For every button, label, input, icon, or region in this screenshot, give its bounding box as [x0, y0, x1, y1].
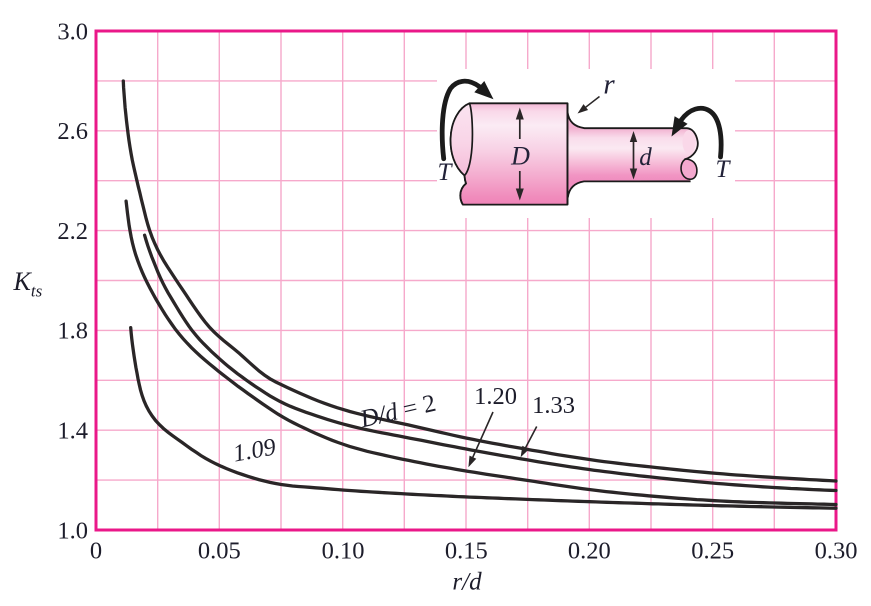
svg-text:T: T	[716, 156, 732, 183]
svg-text:1.33: 1.33	[532, 392, 575, 419]
svg-text:0.10: 0.10	[322, 538, 365, 565]
svg-text:0.30: 0.30	[815, 538, 858, 565]
svg-text:T: T	[438, 159, 454, 186]
svg-text:1.0: 1.0	[57, 517, 88, 544]
svg-text:0.25: 0.25	[691, 538, 734, 565]
svg-text:3.0: 3.0	[57, 18, 88, 45]
svg-text:1.8: 1.8	[57, 318, 88, 345]
svg-text:D: D	[510, 142, 530, 171]
svg-text:2.2: 2.2	[57, 218, 88, 245]
svg-text:r: r	[603, 69, 615, 101]
svg-text:1.4: 1.4	[57, 418, 88, 445]
svg-text:0.05: 0.05	[198, 538, 241, 565]
svg-text:r/d: r/d	[452, 569, 482, 596]
svg-text:0.15: 0.15	[445, 538, 488, 565]
svg-text:2.6: 2.6	[57, 118, 88, 145]
svg-text:0.20: 0.20	[568, 538, 611, 565]
svg-text:d: d	[639, 144, 652, 171]
svg-text:1.20: 1.20	[474, 383, 517, 410]
svg-text:0: 0	[90, 538, 102, 565]
